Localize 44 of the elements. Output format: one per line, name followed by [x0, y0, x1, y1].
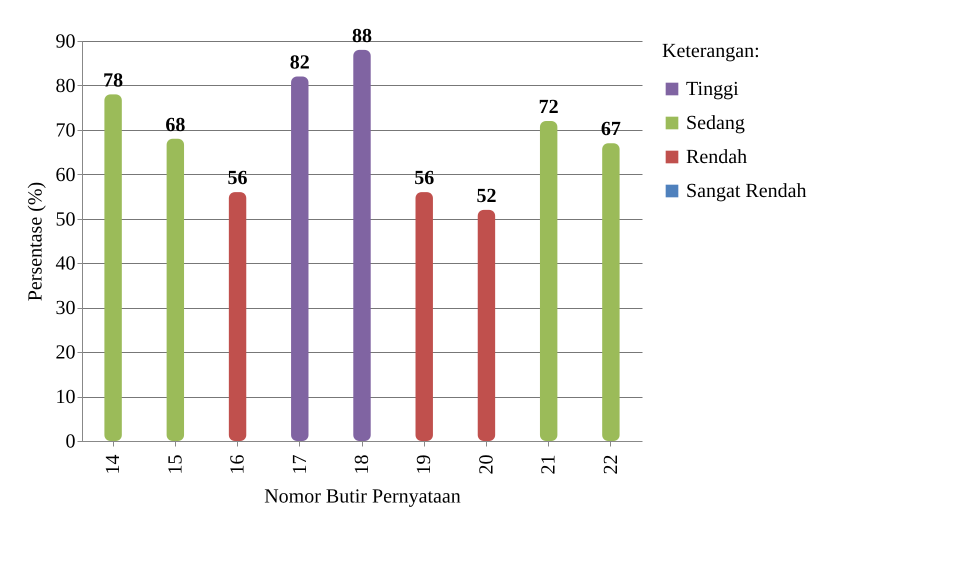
- bar: [416, 192, 433, 441]
- x-tick-label: 16: [226, 454, 249, 474]
- bar: [291, 76, 308, 441]
- data-label: 88: [352, 24, 372, 47]
- bar: [602, 143, 620, 441]
- x-tick-label: 20: [475, 454, 498, 474]
- y-tick-label: 40: [56, 252, 76, 275]
- data-label: 67: [600, 118, 621, 140]
- data-label: 68: [165, 114, 186, 136]
- data-label: 72: [538, 96, 559, 118]
- bar: [228, 192, 246, 441]
- legend-label: Tinggi: [686, 78, 740, 100]
- legend-label: Rendah: [686, 146, 748, 168]
- data-label: 56: [228, 167, 248, 190]
- bar: [478, 210, 496, 441]
- bar: [540, 121, 558, 441]
- y-tick-label: 70: [56, 119, 76, 142]
- bar: [353, 50, 371, 441]
- y-axis-title: Persentase (%): [24, 182, 46, 302]
- x-tick-label: 21: [538, 454, 560, 474]
- y-tick-label: 0: [66, 430, 76, 452]
- data-label: 56: [414, 167, 434, 190]
- data-label: 82: [290, 52, 310, 74]
- y-tick-label: 30: [56, 297, 76, 320]
- legend-label: Sangat Rendah: [686, 180, 807, 202]
- data-label: 78: [103, 69, 124, 92]
- y-tick-label: 90: [56, 30, 76, 52]
- y-tick-label: 60: [56, 164, 76, 186]
- x-tick-label: 14: [102, 454, 124, 474]
- bar: [166, 138, 184, 441]
- y-tick-label: 80: [56, 74, 76, 97]
- data-label: 52: [476, 184, 496, 207]
- y-tick-label: 50: [56, 208, 76, 230]
- x-tick-label: 19: [413, 454, 436, 474]
- legend-label: Sedang: [686, 112, 745, 134]
- x-axis-title: Nomor Butir Pernyataan: [264, 486, 461, 508]
- bar: [104, 94, 122, 441]
- x-tick-label: 17: [288, 454, 311, 474]
- x-tick-label: 15: [164, 454, 186, 474]
- legend-title: Keterangan:: [662, 40, 760, 62]
- y-tick-label: 20: [56, 342, 76, 364]
- x-tick-label: 18: [351, 454, 373, 474]
- x-tick-label: 22: [600, 454, 622, 474]
- y-tick-label: 10: [56, 386, 76, 408]
